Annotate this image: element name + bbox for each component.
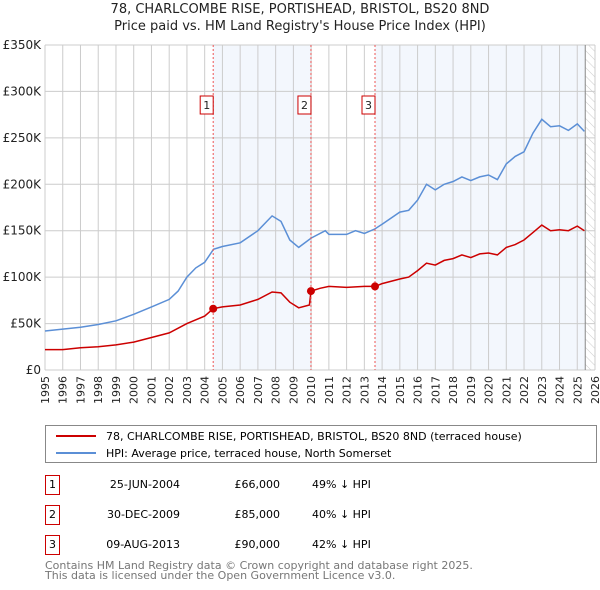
y-tick-label: £100K [3, 270, 43, 284]
property-price-line [45, 224, 585, 351]
sale-point [209, 304, 218, 313]
legend-label: 78, CHARLCOMBE RISE, PORTISHEAD, BRISTOL… [106, 429, 522, 443]
y-tick-label: £250K [3, 131, 43, 145]
footer-line: This data is licensed under the Open Gov… [45, 569, 396, 582]
x-tick-label: 2026 [589, 376, 600, 404]
x-tick-label: 2009 [287, 376, 300, 404]
x-tick-label: 1995 [39, 376, 52, 404]
sale-label-box [199, 95, 214, 115]
sale-number: 1 [45, 475, 60, 495]
sale-label-box [361, 95, 376, 115]
x-tick-label: 1996 [57, 376, 70, 404]
sale-date: 25-JUN-2004 [109, 478, 180, 491]
sale-hpi: 40% ↓ HPI [312, 508, 371, 521]
sale-price: £90,000 [234, 538, 281, 551]
x-tick-label: 2011 [323, 376, 336, 404]
y-tick-label: £0 [26, 363, 41, 377]
sale-date: 30-DEC-2009 [106, 508, 180, 521]
x-tick-label: 2013 [358, 376, 371, 404]
sale-number: 3 [45, 535, 60, 555]
footer: Contains HM Land Registry data © Crown c… [45, 559, 473, 582]
x-tick-label: 2025 [571, 376, 584, 404]
x-tick-label: 2001 [145, 376, 158, 404]
x-tick-label: 2014 [376, 376, 389, 404]
legend-item-property: 78, CHARLCOMBE RISE, PORTISHEAD, BRISTOL… [56, 428, 522, 444]
x-tick-label: 2016 [412, 376, 425, 404]
sale-label: 1 [203, 99, 210, 112]
sale-date: 09-AUG-2013 [106, 538, 180, 551]
x-tick-label: 2015 [394, 376, 407, 404]
x-tick-label: 2007 [252, 376, 265, 404]
hpi-line [44, 118, 585, 332]
sale-number: 2 [45, 505, 60, 525]
x-tick-label: 2021 [500, 376, 513, 404]
sale-label: 3 [365, 99, 372, 112]
legend-swatch-blue [56, 452, 96, 454]
legend-label: HPI: Average price, terraced house, Nort… [106, 446, 392, 460]
x-tick-label: 2005 [216, 376, 229, 404]
y-tick-label: £200K [3, 177, 43, 191]
price-chart: 1995 1996 1997 1998 1999 2000 2001 2002 2003 2004… [3, 38, 600, 404]
chart-subtitle: Price paid vs. HM Land Registry's House … [114, 19, 486, 34]
legend-swatch-red [56, 435, 96, 437]
sale-hpi: 49% ↓ HPI [312, 478, 371, 491]
x-tick-label: 2004 [199, 376, 212, 404]
sale-hpi: 42% ↓ HPI [312, 538, 371, 551]
sale-label-box [297, 95, 312, 115]
y-tick-label: £350K [3, 38, 43, 52]
x-tick-label: 2008 [270, 376, 283, 404]
x-tick-label: 2017 [429, 376, 442, 404]
footer-line: Contains HM Land Registry data © Crown c… [45, 559, 473, 572]
x-tick-label: 1998 [92, 376, 105, 404]
sale-point [306, 287, 315, 296]
x-tick-label: 2018 [447, 376, 460, 404]
x-tick-label: 2020 [483, 376, 496, 404]
y-tick-label: £300K [3, 84, 43, 98]
y-tick-label: £50K [10, 317, 42, 331]
x-tick-label: 1997 [74, 376, 87, 404]
x-tick-label: 2023 [536, 376, 549, 404]
x-tick-label: 2024 [554, 376, 567, 404]
legend-item-hpi: HPI: Average price, terraced house, Nort… [56, 445, 391, 461]
y-tick-label: £150K [3, 224, 43, 238]
sale-label: 2 [301, 99, 308, 112]
sale-price: £85,000 [234, 508, 281, 521]
sale-price: £66,000 [234, 478, 281, 491]
sale-point [371, 282, 379, 291]
x-tick-label: 2010 [305, 376, 318, 404]
chart-title: 78, CHARLCOMBE RISE, PORTISHEAD, BRISTOL… [110, 2, 490, 17]
x-tick-label: 2012 [341, 376, 354, 404]
x-tick-label: 1999 [110, 376, 123, 404]
shaded-region [213, 45, 311, 370]
future-hatch [585, 45, 595, 370]
shaded-region [375, 45, 586, 370]
x-tick-label: 2006 [234, 376, 247, 404]
x-tick-label: 2022 [518, 376, 531, 404]
x-tick-label: 2000 [128, 376, 141, 404]
x-tick-label: 2002 [163, 376, 176, 404]
x-tick-label: 2019 [465, 376, 478, 404]
legend: 78, CHARLCOMBE RISE, PORTISHEAD, BRISTOL… [45, 425, 597, 463]
x-tick-label: 2003 [181, 376, 194, 404]
